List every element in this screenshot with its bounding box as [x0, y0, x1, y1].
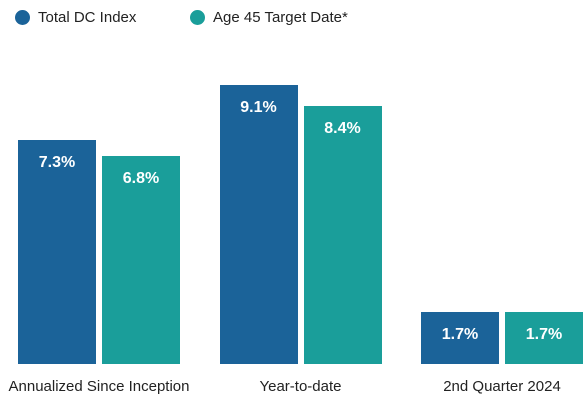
- x-tick-label: 2nd Quarter 2024: [443, 378, 561, 395]
- bar: [303, 106, 382, 364]
- legend-label: Age 45 Target Date*: [213, 9, 348, 26]
- legend-label: Total DC Index: [38, 9, 137, 26]
- bar: [18, 140, 96, 364]
- legend-marker: [15, 10, 30, 25]
- bar: [505, 311, 583, 364]
- legend-marker: [190, 10, 205, 25]
- bar: [421, 311, 499, 364]
- value-label: 1.7%: [525, 325, 563, 343]
- bar: [219, 84, 298, 364]
- value-label: 8.4%: [324, 120, 361, 138]
- bar: [102, 155, 180, 364]
- x-tick-label: Year-to-date: [259, 378, 342, 395]
- value-label: 6.8%: [122, 169, 160, 187]
- x-tick-label: Annualized Since Inception: [8, 378, 190, 395]
- value-label: 1.7%: [441, 325, 479, 343]
- value-label: 7.3%: [38, 154, 76, 172]
- value-label: 9.1%: [240, 98, 277, 116]
